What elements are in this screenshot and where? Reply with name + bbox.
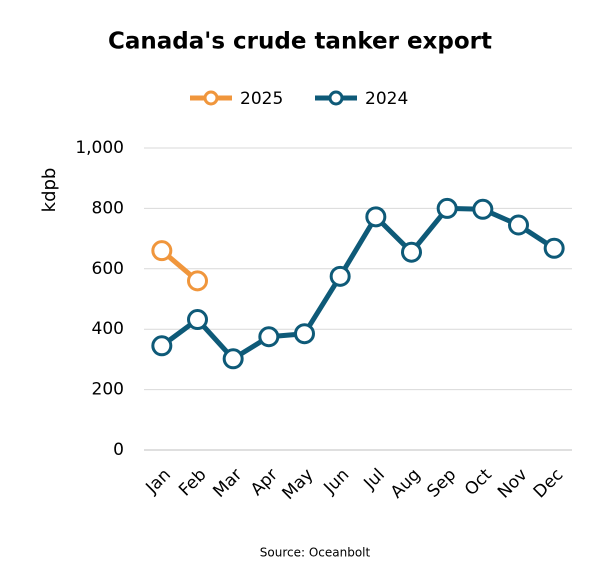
- y-tick-label: 400: [92, 319, 124, 339]
- data-point: [329, 265, 351, 287]
- y-tick-label: 0: [113, 440, 124, 460]
- y-tick-label: 800: [92, 198, 124, 218]
- x-tick-label: Jun: [320, 465, 354, 499]
- data-point: [508, 214, 529, 236]
- data-point: [187, 309, 208, 331]
- data-point: [436, 197, 458, 219]
- x-tick-label: Oct: [461, 465, 496, 500]
- x-tick-label: Sep: [423, 465, 460, 502]
- source: Source: Oceanbolt: [260, 546, 371, 560]
- x-tick-label: Jul: [360, 465, 389, 494]
- chart-title: Canada's crude tanker export: [108, 29, 492, 55]
- x-tick-label: Apr: [247, 465, 282, 500]
- legend-marker: [328, 90, 344, 106]
- x-tick-label: Dec: [530, 465, 567, 502]
- data-point: [365, 206, 387, 228]
- data-point: [543, 237, 565, 259]
- y-tick-label: 1,000: [75, 138, 124, 158]
- data-point: [472, 198, 494, 220]
- legend-label: 2024: [365, 89, 408, 109]
- x-tick-label: Feb: [175, 465, 210, 500]
- y-tick-label: 200: [92, 380, 124, 400]
- data-point: [151, 240, 173, 262]
- series-line: [160, 205, 556, 362]
- data-point: [187, 270, 208, 292]
- x-tick-label: May: [279, 465, 318, 504]
- x-tick-label: Aug: [387, 465, 425, 503]
- legend-marker: [203, 90, 219, 106]
- data-point: [222, 348, 244, 370]
- x-tick-label: Mar: [209, 465, 246, 502]
- data-point: [258, 326, 280, 348]
- data-point: [294, 323, 315, 345]
- x-tick-label: Nov: [494, 465, 532, 503]
- data-point: [401, 241, 422, 263]
- data-point: [151, 335, 173, 357]
- legend-label: 2025: [240, 89, 283, 109]
- x-tick-label: Jan: [142, 465, 175, 498]
- y-tick-label: 600: [92, 259, 124, 279]
- y-axis-label: kdpb: [39, 168, 60, 213]
